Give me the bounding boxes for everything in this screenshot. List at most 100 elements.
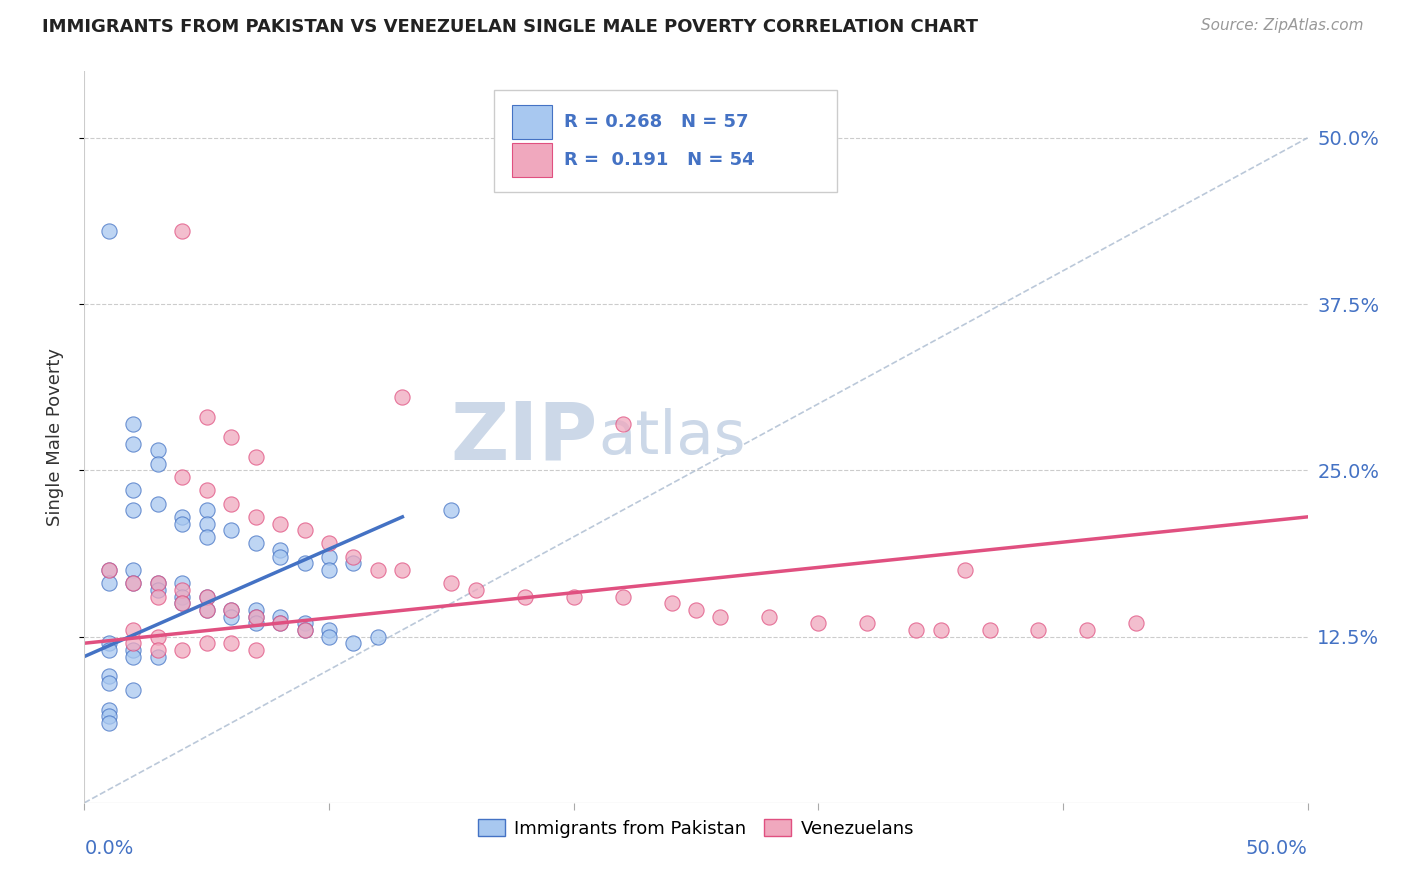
Point xyxy=(685,603,707,617)
Point xyxy=(342,549,364,564)
Point xyxy=(172,596,194,610)
Point xyxy=(245,609,267,624)
Point xyxy=(122,417,145,431)
Point xyxy=(195,603,218,617)
Point xyxy=(122,563,145,577)
Point xyxy=(172,224,194,238)
Point xyxy=(905,623,928,637)
Point xyxy=(318,623,340,637)
Point xyxy=(146,457,169,471)
Point xyxy=(269,616,291,631)
Point xyxy=(269,549,291,564)
Point xyxy=(122,682,145,697)
Point xyxy=(172,590,194,604)
Text: Source: ZipAtlas.com: Source: ZipAtlas.com xyxy=(1201,18,1364,33)
Point xyxy=(953,563,976,577)
Point xyxy=(562,590,585,604)
Point xyxy=(318,549,340,564)
Point xyxy=(342,636,364,650)
Point xyxy=(709,609,731,624)
Point xyxy=(97,669,120,683)
Point xyxy=(97,576,120,591)
Point xyxy=(513,590,536,604)
Point xyxy=(391,390,413,404)
Point xyxy=(122,503,145,517)
FancyBboxPatch shape xyxy=(513,143,551,177)
Point xyxy=(269,616,291,631)
Point xyxy=(269,543,291,558)
Legend: Immigrants from Pakistan, Venezuelans: Immigrants from Pakistan, Venezuelans xyxy=(471,813,921,845)
Point xyxy=(122,649,145,664)
Point xyxy=(97,709,120,723)
Point xyxy=(979,623,1001,637)
Point xyxy=(219,497,242,511)
Point xyxy=(146,576,169,591)
Point xyxy=(294,616,316,631)
Y-axis label: Single Male Poverty: Single Male Poverty xyxy=(45,348,63,526)
Point xyxy=(172,576,194,591)
Point xyxy=(195,530,218,544)
Point xyxy=(269,609,291,624)
Point xyxy=(146,582,169,597)
Point xyxy=(172,509,194,524)
Text: R =  0.191   N = 54: R = 0.191 N = 54 xyxy=(564,151,755,169)
Point xyxy=(122,636,145,650)
Point xyxy=(440,576,463,591)
Point xyxy=(245,536,267,550)
Point xyxy=(1125,616,1147,631)
Point xyxy=(97,224,120,238)
Point xyxy=(97,676,120,690)
Point xyxy=(929,623,952,637)
Point xyxy=(318,536,340,550)
FancyBboxPatch shape xyxy=(513,105,551,138)
Point xyxy=(219,523,242,537)
Point xyxy=(195,503,218,517)
Point xyxy=(146,497,169,511)
Point xyxy=(269,516,291,531)
Point xyxy=(97,643,120,657)
Point xyxy=(195,590,218,604)
Point xyxy=(245,603,267,617)
Point xyxy=(122,483,145,498)
Point xyxy=(122,576,145,591)
Point xyxy=(294,623,316,637)
Point xyxy=(245,643,267,657)
Point xyxy=(195,483,218,498)
Point xyxy=(219,430,242,444)
Point xyxy=(97,703,120,717)
Point xyxy=(342,557,364,571)
Point xyxy=(122,436,145,450)
Text: 0.0%: 0.0% xyxy=(84,839,134,858)
Point xyxy=(391,563,413,577)
Point xyxy=(122,623,145,637)
Text: IMMIGRANTS FROM PAKISTAN VS VENEZUELAN SINGLE MALE POVERTY CORRELATION CHART: IMMIGRANTS FROM PAKISTAN VS VENEZUELAN S… xyxy=(42,18,979,36)
Point xyxy=(97,636,120,650)
FancyBboxPatch shape xyxy=(494,90,837,192)
Point xyxy=(146,649,169,664)
Point xyxy=(97,563,120,577)
Point xyxy=(146,643,169,657)
Text: 50.0%: 50.0% xyxy=(1246,839,1308,858)
Point xyxy=(464,582,486,597)
Point xyxy=(195,410,218,425)
Point xyxy=(195,516,218,531)
Point xyxy=(1028,623,1050,637)
Point xyxy=(294,523,316,537)
Point xyxy=(294,623,316,637)
Point xyxy=(294,557,316,571)
Point xyxy=(245,609,267,624)
Point xyxy=(318,563,340,577)
Point xyxy=(245,616,267,631)
Point xyxy=(146,443,169,458)
Point xyxy=(195,636,218,650)
Point xyxy=(146,590,169,604)
Point xyxy=(97,716,120,731)
Point xyxy=(758,609,780,624)
Point xyxy=(97,563,120,577)
Text: ZIP: ZIP xyxy=(451,398,598,476)
Text: R = 0.268   N = 57: R = 0.268 N = 57 xyxy=(564,112,748,131)
Point xyxy=(195,590,218,604)
Point xyxy=(245,509,267,524)
Point xyxy=(172,516,194,531)
Point xyxy=(219,609,242,624)
